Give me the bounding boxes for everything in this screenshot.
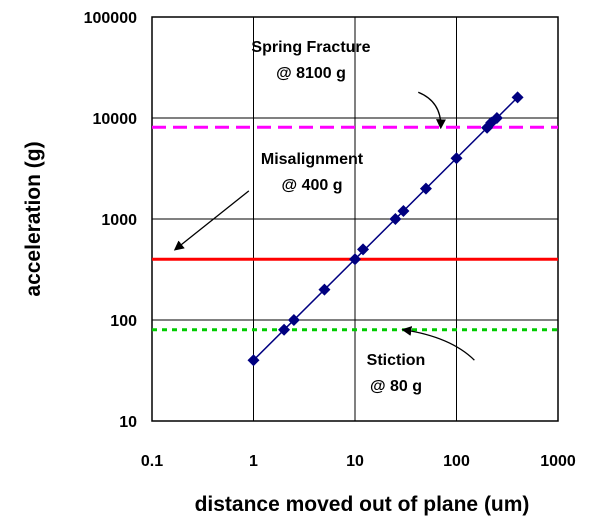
- x-tick-label: 100: [443, 453, 470, 470]
- data-point: [397, 205, 410, 218]
- y-tick-label: 10: [119, 414, 137, 431]
- y-axis-title: acceleration (g): [22, 141, 45, 296]
- annotation-label: Stiction: [367, 352, 426, 369]
- data-point: [450, 152, 463, 165]
- y-tick-label: 10000: [93, 111, 138, 128]
- x-tick-label: 10: [346, 453, 364, 470]
- x-tick-label: 1000: [540, 453, 576, 470]
- data-point: [357, 243, 370, 256]
- annotation-value: @ 8100 g: [276, 65, 346, 82]
- y-tick-labels: 10 100 1000 10000 100000: [84, 10, 137, 431]
- data-point: [511, 91, 524, 104]
- data-series: [247, 91, 524, 367]
- data-point: [349, 253, 361, 266]
- annotation-value: @ 80 g: [370, 378, 422, 395]
- annotation-arrow: [173, 190, 250, 251]
- data-point: [318, 283, 331, 296]
- data-point: [247, 354, 260, 367]
- x-tick-label: 1: [249, 453, 258, 470]
- annotation-label: Misalignment: [261, 151, 364, 168]
- x-tick-label: 0.1: [141, 453, 163, 470]
- data-point: [419, 182, 432, 195]
- annotation-value: @ 400 g: [282, 177, 343, 194]
- data-point: [278, 323, 291, 336]
- annotation-arrow: [418, 91, 447, 130]
- data-point: [389, 213, 402, 225]
- y-tick-label: 100: [110, 313, 137, 330]
- data-point: [490, 112, 503, 124]
- annotations: Spring Fracture @ 8100 g Misalignment @ 400…: [173, 39, 475, 395]
- trendline: [252, 96, 519, 361]
- y-tick-label: 100000: [84, 10, 137, 27]
- x-axis-title: distance moved out of plane (um): [195, 493, 530, 516]
- x-tick-labels: 0.1 1 10 100 1000: [141, 453, 576, 470]
- data-point: [287, 314, 300, 326]
- y-tick-label: 1000: [101, 212, 137, 229]
- annotation-arrow: [401, 326, 475, 361]
- annotation-label: Spring Fracture: [251, 39, 370, 56]
